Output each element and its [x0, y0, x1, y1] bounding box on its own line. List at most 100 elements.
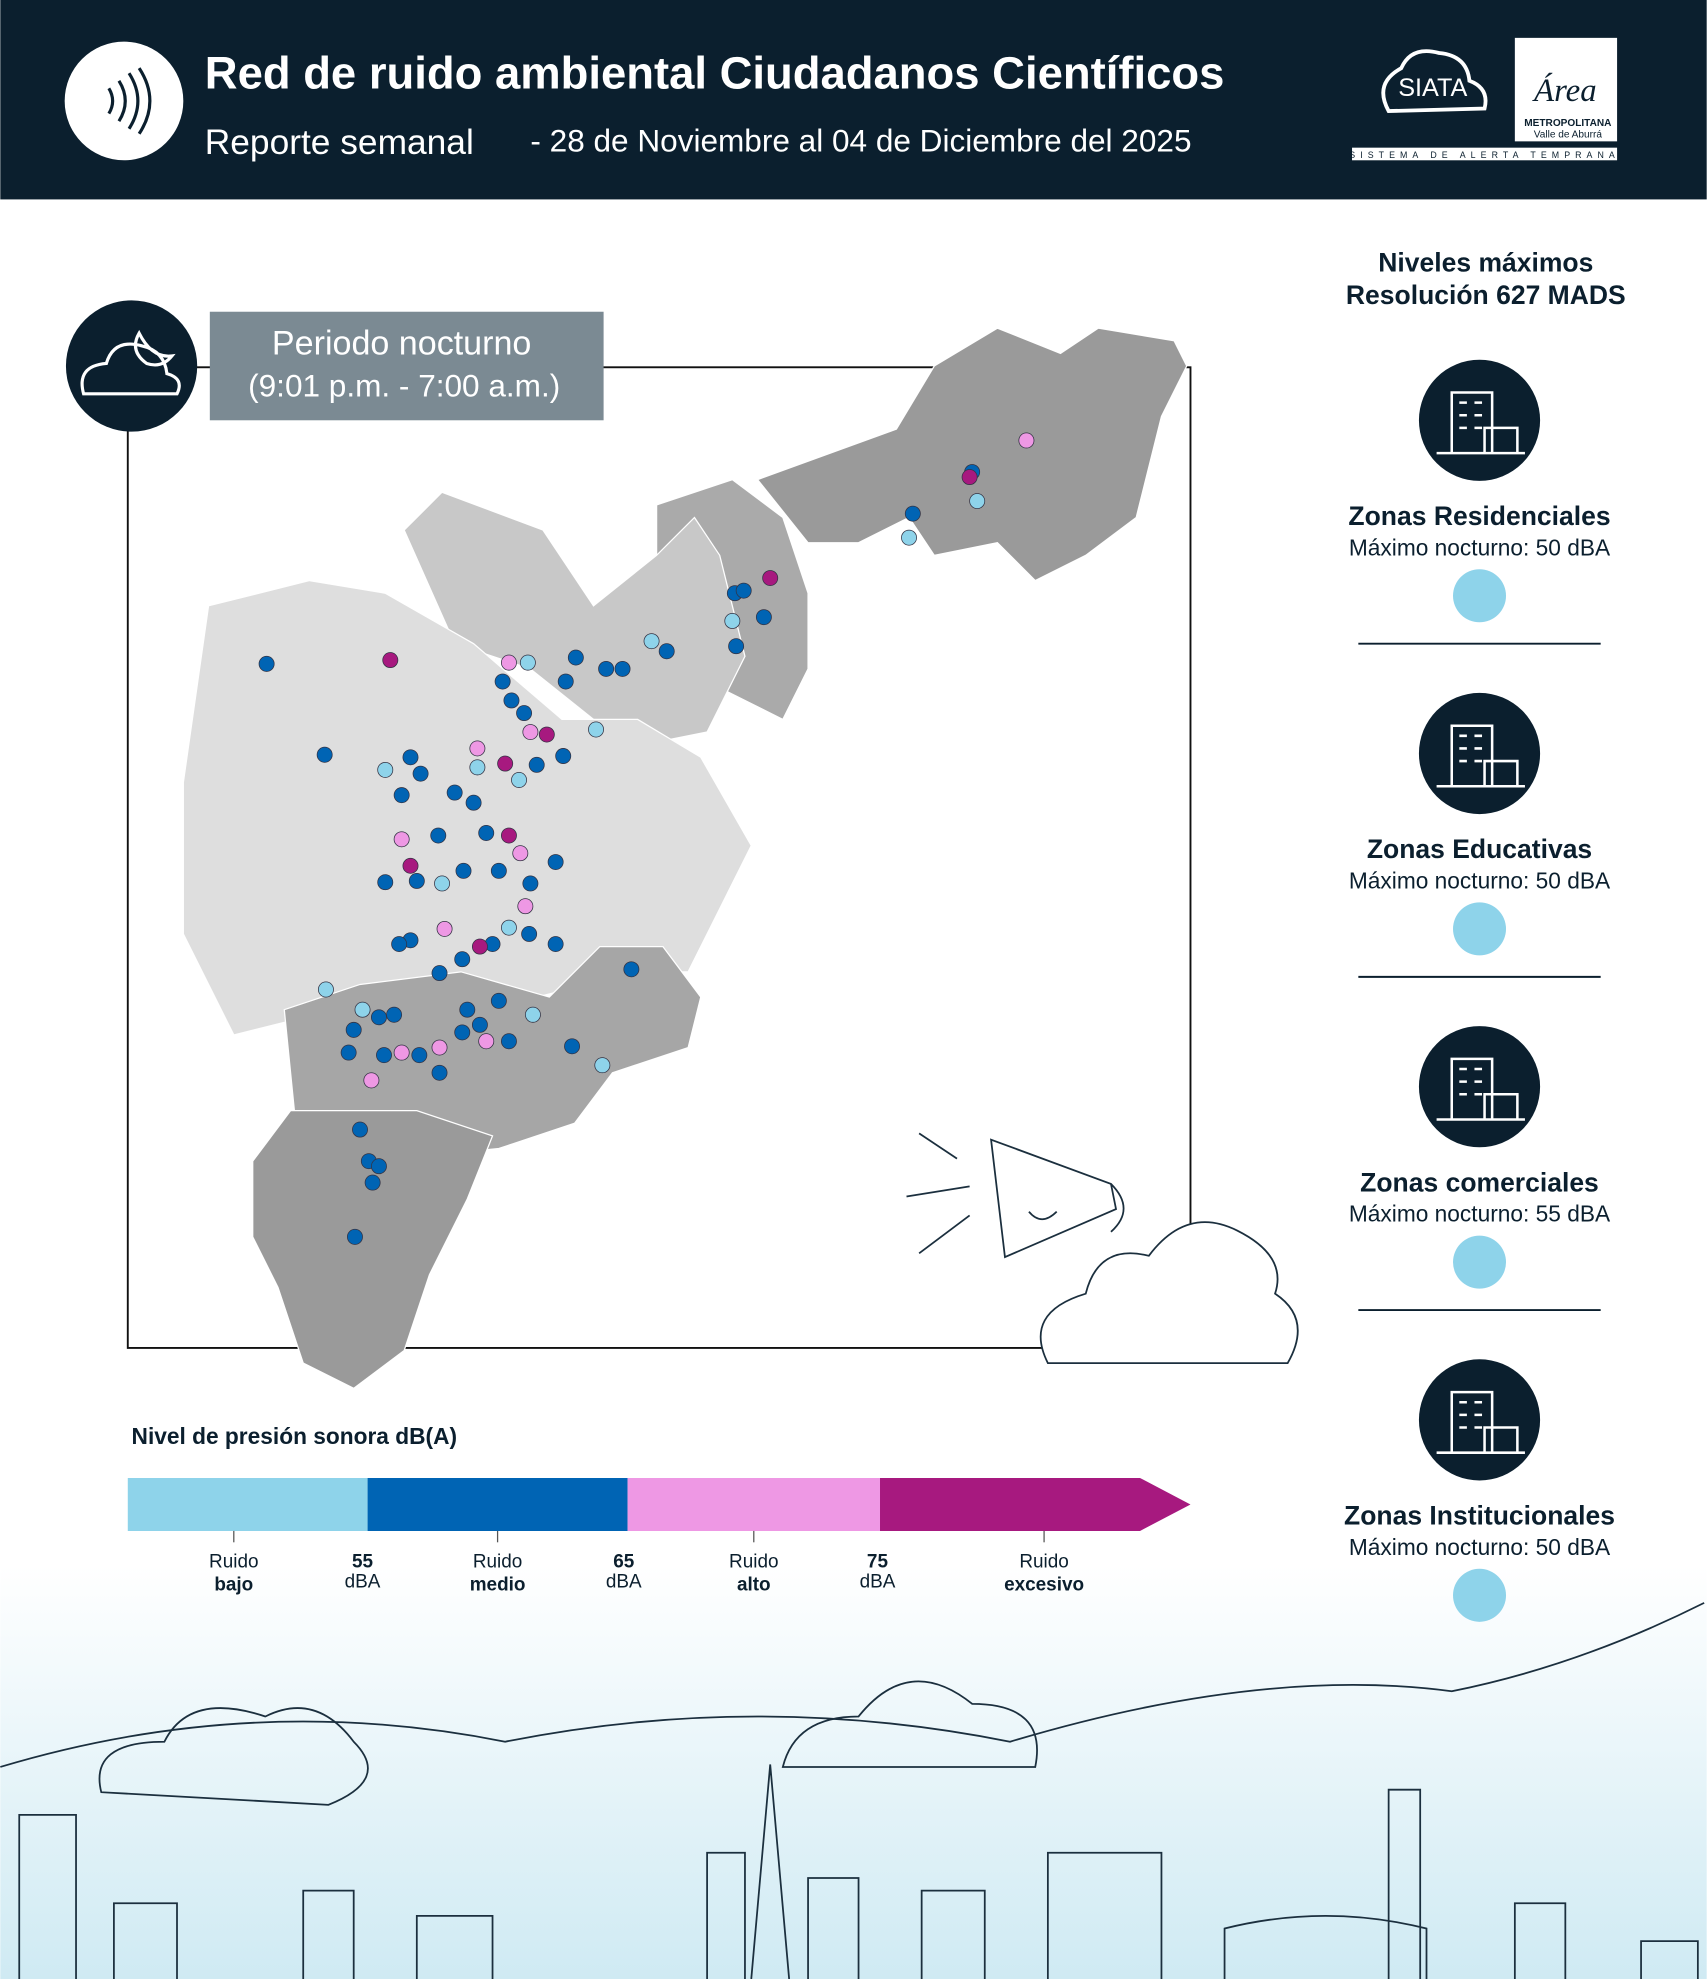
sensor-dot [969, 493, 986, 510]
zone-max: Máximo nocturno: 55 dBA [1349, 1201, 1611, 1227]
valle-text: Valle de Aburrá [1534, 130, 1603, 141]
sensor-dot [465, 794, 482, 811]
threshold-value: 65 [613, 1552, 634, 1573]
header [0, 0, 1707, 200]
sensor-dot [471, 1016, 488, 1033]
sensor-dot [317, 981, 334, 998]
sensor-dot [393, 831, 410, 848]
legend-level: alto [737, 1574, 771, 1595]
sensor-dot [469, 759, 486, 776]
sensor-dot [500, 654, 517, 671]
sensor-dot [393, 1044, 410, 1061]
zone-dot [1453, 902, 1507, 956]
zone-building [1436, 1057, 1525, 1121]
sensor-dot [364, 1174, 381, 1191]
sensor-dot [555, 748, 572, 764]
sensor-dot [755, 609, 772, 626]
sensor-dot [557, 673, 574, 690]
zone-dot [1453, 1568, 1507, 1622]
legend-segment [880, 1477, 1191, 1531]
sensor-dot [354, 1001, 371, 1018]
sound-waves [107, 67, 152, 135]
sensor-dot [402, 857, 419, 874]
legend-level: bajo [214, 1574, 253, 1595]
zone-name: Zonas Educativas [1367, 834, 1592, 864]
zone-icon [1418, 692, 1541, 815]
sensor-dot [528, 756, 545, 773]
legend-name: Ruido [473, 1552, 522, 1573]
sensor-dot [511, 772, 527, 788]
sensor-dot [500, 827, 517, 844]
area-logo [1514, 37, 1618, 142]
sensor-dot [446, 784, 463, 801]
sensor-dot [370, 1009, 387, 1026]
zone-max: Máximo nocturno: 50 dBA [1349, 534, 1611, 560]
sensor-dot [588, 721, 604, 738]
sensor-dot [519, 654, 536, 671]
sensor-dot [345, 1021, 362, 1038]
sensor-dot [735, 582, 752, 599]
sensor-dot [347, 1228, 363, 1245]
siata-logo: SIATA [1381, 49, 1488, 113]
period-hours: (9:01 p.m. - 7:00 a.m.) [248, 367, 560, 403]
zone-icon [1418, 1359, 1541, 1481]
map-frame [126, 366, 1192, 1349]
legend-level: excesivo [1004, 1574, 1084, 1595]
sensor-dot [516, 705, 533, 722]
city-skyline [0, 1602, 1705, 1979]
sensor-dot [455, 862, 472, 879]
legend-segment [127, 1477, 368, 1531]
sensor-dot [382, 652, 399, 669]
sensor-dot [494, 673, 511, 690]
area-text: Área [1532, 72, 1597, 109]
sensor-dot [500, 919, 517, 936]
sensor-dot [469, 740, 486, 757]
threshold-value: 75 [867, 1552, 888, 1573]
sensor-dot [377, 761, 394, 778]
sensor-dot [386, 1006, 403, 1023]
legend-segment [627, 1477, 881, 1531]
siata-text: SIATA [1398, 74, 1467, 102]
zone-dot [1453, 1235, 1507, 1289]
title: Red de ruido ambiental Ciudadanos Cientí… [205, 47, 1225, 98]
sensor-dot [522, 724, 539, 740]
sensor-dot [623, 961, 640, 978]
legend-level: medio [470, 1574, 526, 1595]
threshold-unit: dBA [860, 1572, 896, 1593]
sensor-dot [961, 469, 978, 486]
sensor-dot [454, 951, 471, 968]
limits-title: Niveles máximos [1378, 247, 1593, 277]
sensor-dot [512, 845, 529, 862]
logo-bar-text: SISTEMA DE ALERTA TEMPRANA [1349, 150, 1620, 160]
sensor-dot [316, 746, 333, 763]
sensor-dot [598, 660, 615, 677]
legend-name: Ruido [729, 1552, 778, 1573]
metro-text: METROPOLITANA [1524, 118, 1612, 129]
sky [0, 1565, 1707, 1979]
sensor-dot [538, 726, 555, 743]
sensor-dot [454, 1024, 471, 1041]
sensor-dot [594, 1057, 611, 1074]
sensor-dot [436, 920, 453, 937]
sensor-dot [497, 755, 514, 772]
sensor-dot [724, 613, 741, 629]
zones: Zonas Residenciales Máximo nocturno: 50 d… [1344, 359, 1615, 1622]
sensor-dot [901, 529, 917, 546]
threshold-unit: dBA [606, 1572, 642, 1593]
sensor-dot [1018, 432, 1035, 449]
sensor-dot [517, 898, 534, 915]
zone-building [1436, 724, 1525, 788]
sensor-dot [547, 854, 564, 870]
zone-max: Máximo nocturno: 50 dBA [1349, 1534, 1611, 1560]
zone-dot [1453, 569, 1507, 623]
sensor-dot [728, 638, 745, 655]
legend-segment [367, 1477, 628, 1531]
sensor-dot [370, 1158, 387, 1175]
sensor-dot [352, 1121, 368, 1138]
legend-name: Ruido [209, 1552, 258, 1573]
zone-building [1436, 1390, 1525, 1454]
period-label: Periodo nocturno [272, 325, 531, 363]
legend: RuidobajoRuidomedioRuidoaltoRuidoexcesiv… [127, 1477, 1191, 1595]
sensor-dot [363, 1072, 380, 1089]
sensor-dot [377, 874, 394, 891]
